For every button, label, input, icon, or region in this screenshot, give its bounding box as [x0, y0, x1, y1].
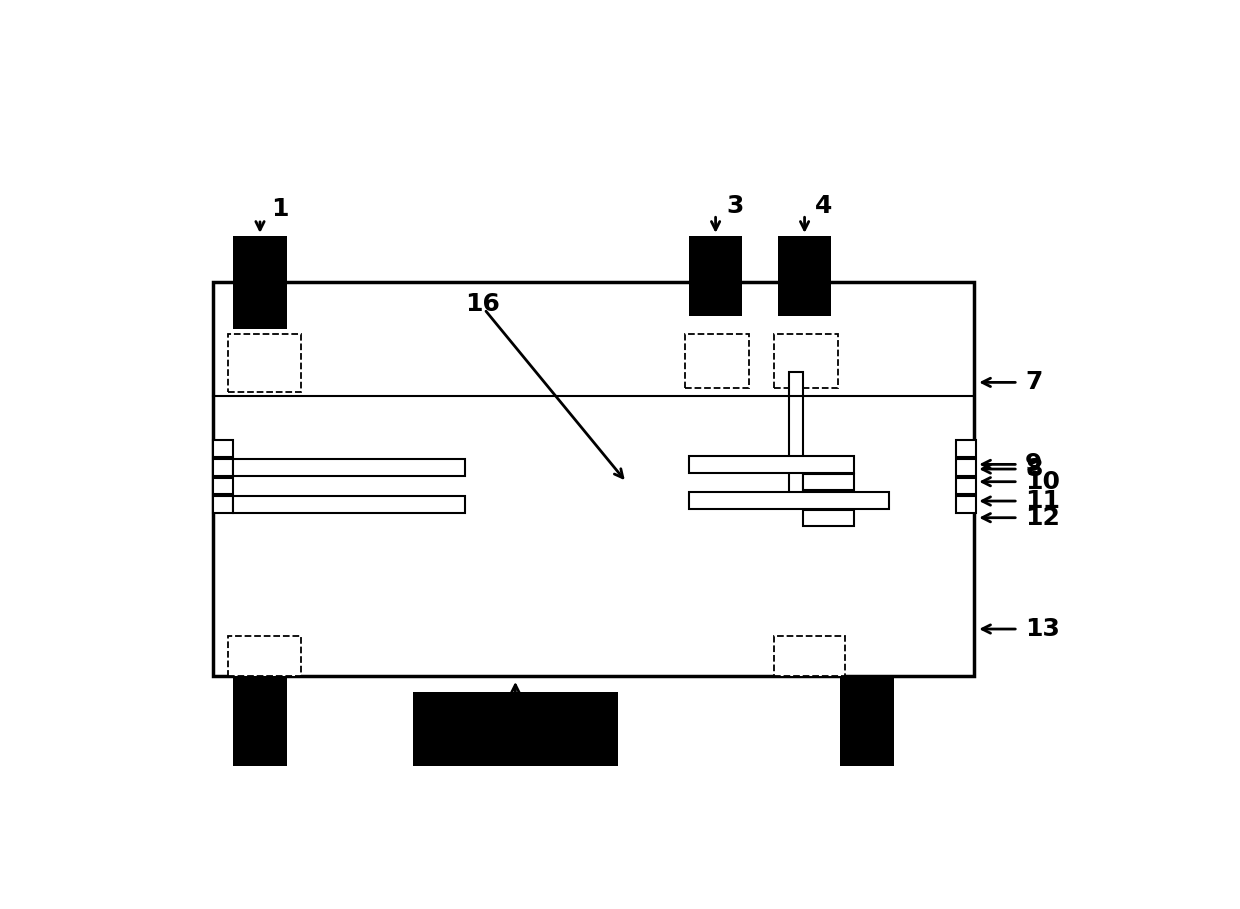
Bar [774, 635, 846, 675]
Bar [228, 334, 301, 393]
Bar [956, 459, 976, 475]
Bar [213, 459, 233, 475]
Text: 11: 11 [1025, 489, 1060, 513]
Bar [689, 456, 853, 473]
Text: 3: 3 [727, 194, 744, 218]
Bar [233, 496, 465, 513]
Bar [956, 440, 976, 457]
Text: 10: 10 [1025, 470, 1060, 494]
Bar [956, 496, 976, 513]
Text: 5: 5 [878, 697, 895, 721]
Bar [689, 235, 743, 315]
Bar [777, 235, 831, 315]
Bar [228, 635, 301, 675]
Bar [802, 474, 854, 490]
Text: 9: 9 [1025, 453, 1043, 476]
Bar [802, 510, 854, 525]
Bar [213, 440, 233, 457]
Bar [233, 459, 465, 475]
Bar [686, 335, 749, 388]
Bar [213, 496, 233, 513]
Text: 12: 12 [1025, 505, 1060, 530]
Bar [233, 235, 286, 329]
Bar [956, 478, 976, 494]
Text: 16: 16 [465, 292, 500, 315]
Bar [774, 335, 838, 388]
Text: 1: 1 [270, 197, 288, 221]
Bar [413, 693, 618, 765]
Bar [213, 478, 233, 494]
Bar [213, 283, 973, 675]
Bar [689, 493, 889, 509]
Bar [233, 675, 286, 765]
Text: 4: 4 [815, 194, 832, 218]
Text: 2: 2 [270, 697, 288, 721]
Text: 8: 8 [1025, 457, 1043, 481]
Text: 7: 7 [1025, 370, 1043, 395]
Bar [789, 373, 802, 505]
Text: 13: 13 [1025, 617, 1060, 641]
Bar [841, 675, 894, 765]
Text: 6: 6 [525, 702, 542, 725]
